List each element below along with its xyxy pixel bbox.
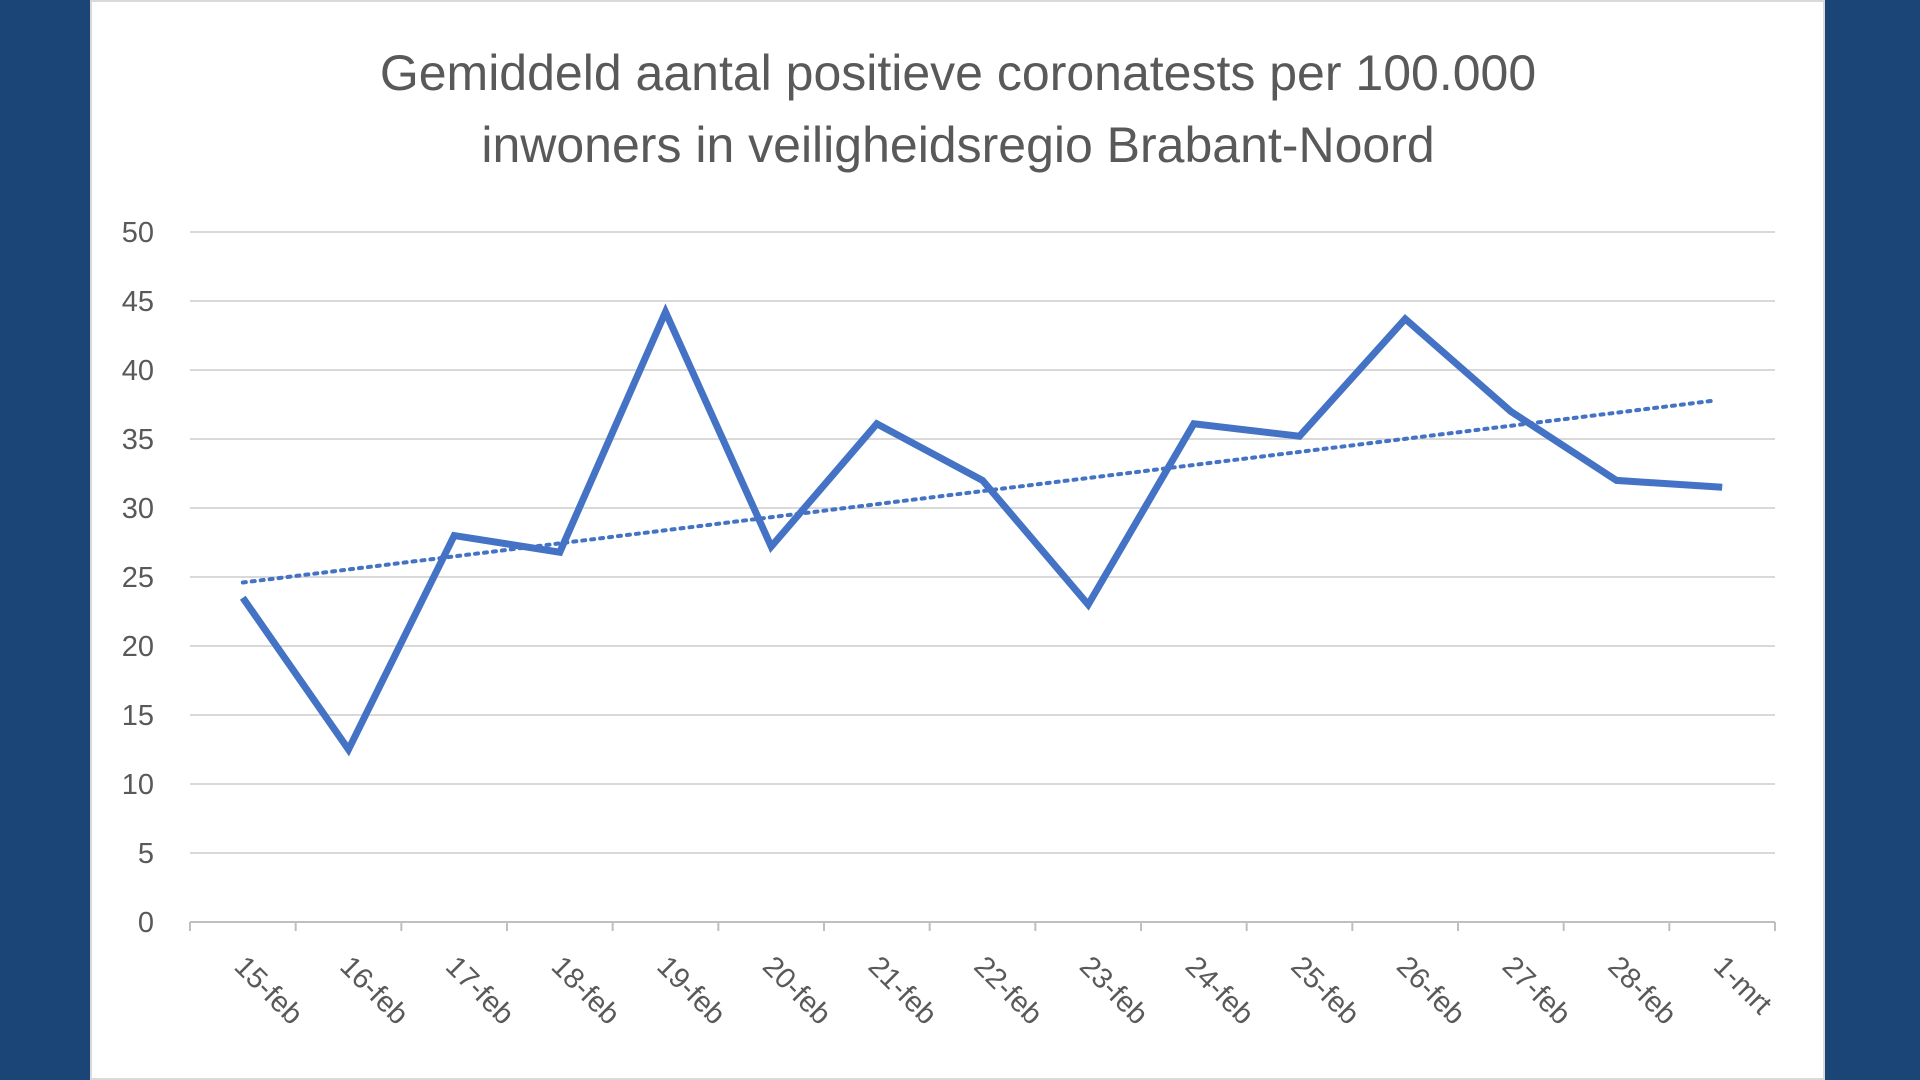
y-tick-label: 5 <box>138 838 154 870</box>
y-tick-label: 30 <box>122 493 154 525</box>
line-chart: Gemiddeld aantal positieve coronatests p… <box>122 45 1778 1031</box>
x-tick-label: 24-feb <box>1179 950 1260 1031</box>
y-tick-label: 10 <box>122 769 154 801</box>
x-tick-label: 22-feb <box>968 950 1049 1031</box>
x-tick-label: 15-feb <box>228 950 309 1031</box>
y-tick-label: 35 <box>122 424 154 456</box>
x-tick-label: 23-feb <box>1073 950 1154 1031</box>
y-tick-label: 15 <box>122 700 154 732</box>
y-tick-label: 0 <box>138 907 154 939</box>
x-tick-label: 26-feb <box>1390 950 1471 1031</box>
series-layer <box>239 303 1723 757</box>
x-axis-tick-labels: 15-feb 16-feb 17-feb 18-feb 19-feb 20-feb 21-f… <box>228 950 1778 1031</box>
x-tick-label: 1-mrt <box>1707 950 1777 1020</box>
series-line-0 <box>239 303 1723 757</box>
y-tick-label: 50 <box>122 217 154 249</box>
y-tick-label: 20 <box>122 631 154 663</box>
x-tick-label: 18-feb <box>545 950 626 1031</box>
chart-panel: Gemiddeld aantal positieve coronatests p… <box>90 0 1825 1080</box>
gridlines <box>190 231 1775 854</box>
y-axis-tick-labels: 0 5 10 15 20 25 30 35 40 45 50 <box>122 217 154 939</box>
x-axis <box>189 921 1776 931</box>
x-tick-label: 16-feb <box>334 950 415 1031</box>
x-tick-label: 25-feb <box>1285 950 1366 1031</box>
x-tick-label: 28-feb <box>1602 950 1683 1031</box>
trendline-layer <box>240 398 1719 585</box>
x-tick-label: 19-feb <box>651 950 732 1031</box>
x-tick-label: 17-feb <box>439 950 520 1031</box>
y-tick-label: 25 <box>122 562 154 594</box>
trendline <box>240 398 1719 585</box>
x-tick-label: 20-feb <box>756 950 837 1031</box>
x-tick-label: 21-feb <box>862 950 943 1031</box>
chart-title-line-1: Gemiddeld aantal positieve coronatests p… <box>380 45 1536 101</box>
y-tick-label: 45 <box>122 286 154 318</box>
y-tick-label: 40 <box>122 355 154 387</box>
x-tick-label: 27-feb <box>1496 950 1577 1031</box>
chart-title-line-2: inwoners in veiligheidsregio Brabant-Noo… <box>481 117 1434 173</box>
